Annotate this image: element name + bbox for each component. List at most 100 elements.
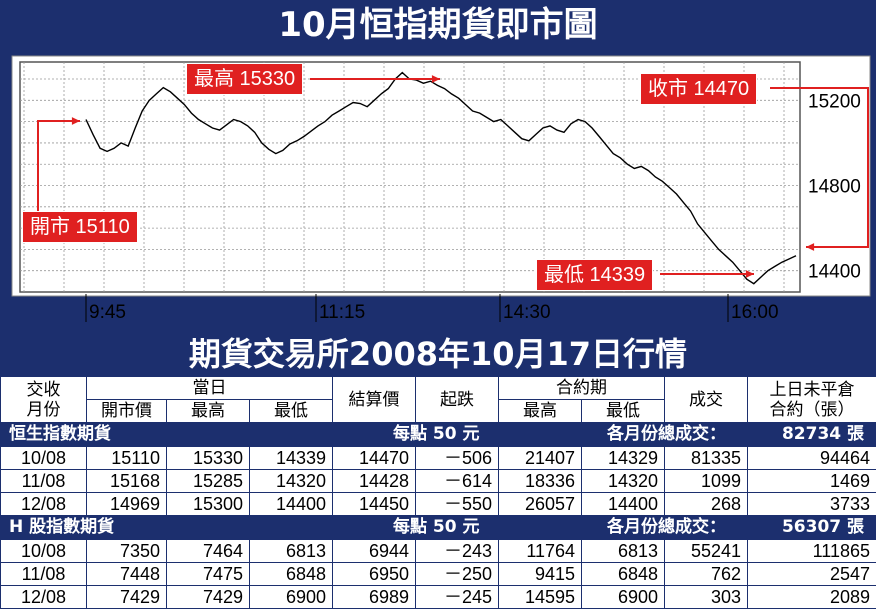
header-month-line1: 交收 [26, 379, 61, 400]
table-cell: 2089 [747, 585, 876, 609]
header-open: 開市價 [86, 399, 167, 423]
table-cell: 14400 [248, 492, 334, 516]
table-cell: 14428 [332, 469, 417, 493]
price-line [85, 71, 797, 285]
section-total-label: 各月份總成交： [607, 517, 726, 537]
callout-low: 最低 14339 [536, 259, 654, 291]
table-cell: 6900 [581, 585, 666, 609]
table-cell: 14400 [581, 492, 666, 516]
x-tick-label: 9:45 [89, 302, 126, 323]
header-oi-line1: 上日未平倉 [769, 379, 855, 400]
table-cell: 14320 [248, 469, 334, 493]
section-point-value: 每點 50 元 [393, 424, 480, 444]
table-cell: 303 [664, 585, 749, 609]
table-cell: 15168 [86, 469, 167, 493]
table-cell: 1469 [747, 469, 876, 493]
table-cell: 762 [664, 562, 749, 586]
table-row: 10/08 7350 7464 6813 6944 －243 11764 6813 55241 1… [0, 539, 876, 563]
table-row: 12/08 7429 7429 6900 6989 －245 14595 6900 303 208… [0, 585, 876, 609]
arrow-open-head [71, 117, 80, 125]
header-settle: 結算價 [332, 376, 417, 423]
table-cell: 15300 [166, 492, 250, 516]
section-header: H 股指數期貨 每點 50 元 各月份總成交： 56307 張 [0, 515, 876, 540]
table-cell: 94464 [747, 446, 876, 470]
table-row: 10/08 15110 15330 14339 14470 －506 21407 14329 8… [0, 446, 876, 470]
header-contract-low: 最低 [581, 399, 666, 423]
section-name: 恒生指數期貨 [9, 424, 111, 444]
table-cell: 21407 [498, 446, 583, 470]
header-month: 交收 月份 [0, 376, 87, 423]
table-cell: －550 [415, 492, 500, 516]
y-axis-ticks: 15200 14800 14400 [808, 91, 861, 282]
header-contract-high: 最高 [498, 399, 583, 423]
section-total-label: 各月份總成交： [607, 424, 726, 444]
table-row: 11/08 7448 7475 6848 6950 －250 9415 6848 762 2547 [0, 562, 876, 586]
table-cell: 81335 [664, 446, 749, 470]
table-cell: 6900 [248, 585, 334, 609]
table-cell: 11764 [498, 539, 583, 563]
table-cell: 268 [664, 492, 749, 516]
table-cell: 14450 [332, 492, 417, 516]
x-tick-label: 16:00 [731, 302, 779, 323]
arrow-low-head [745, 270, 754, 278]
header-volume: 成交 [664, 376, 749, 423]
table-cell: 7350 [86, 539, 167, 563]
table-cell: －245 [415, 585, 500, 609]
table-cell: 10/08 [0, 446, 87, 470]
table-cell: －614 [415, 469, 500, 493]
arrow-close [770, 87, 869, 248]
section-name: H 股指數期貨 [9, 517, 115, 537]
table-cell: 18336 [498, 469, 583, 493]
table-cell: 6944 [332, 539, 417, 563]
table-cell: 9415 [498, 562, 583, 586]
section-total-value: 56307 張 [781, 517, 865, 537]
header-high: 最高 [166, 399, 250, 423]
y-tick-label: 14800 [808, 177, 861, 198]
header-contract: 合約期 [498, 376, 666, 400]
callout-open: 開市 15110 [22, 211, 138, 243]
futures-quote-table: 交收 月份 當日 結算價 起跌 合約期 成交 上日未平倉 合約（張） 開市價 最… [0, 376, 876, 609]
table-cell: 11/08 [0, 469, 87, 493]
table-cell: 2547 [747, 562, 876, 586]
callout-close: 收市 14470 [640, 73, 758, 105]
table-cell: 12/08 [0, 492, 87, 516]
table-cell: 15330 [166, 446, 250, 470]
table-cell: 6848 [248, 562, 334, 586]
table-cell: 6950 [332, 562, 417, 586]
callout-high: 最高 15330 [186, 63, 304, 95]
arrow-high-head [431, 75, 440, 83]
table-cell: 11/08 [0, 562, 87, 586]
table-cell: －506 [415, 446, 500, 470]
table-cell: －243 [415, 539, 500, 563]
table-row: 11/08 15168 15285 14320 14428 －614 18336 14320 1… [0, 469, 876, 493]
table-cell: 111865 [747, 539, 876, 563]
table-cell: 7464 [166, 539, 250, 563]
table-cell: 26057 [498, 492, 583, 516]
table-cell: 6813 [248, 539, 334, 563]
price-series [85, 71, 797, 285]
y-tick-label: 14400 [808, 262, 861, 283]
table-cell: 7429 [166, 585, 250, 609]
table-cell: 7448 [86, 562, 167, 586]
header-month-line2: 月份 [26, 399, 61, 420]
table-cell: 14470 [332, 446, 417, 470]
section-total-value: 82734 張 [781, 424, 865, 444]
table-cell: 7475 [166, 562, 250, 586]
table-cell: －250 [415, 562, 500, 586]
table-cell: 10/08 [0, 539, 87, 563]
x-tick-label: 14:30 [503, 302, 551, 323]
header-open-interest: 上日未平倉 合約（張） [747, 376, 876, 423]
table-cell: 14969 [86, 492, 167, 516]
table-cell: 55241 [664, 539, 749, 563]
table-cell: 15285 [166, 469, 250, 493]
table-cell: 12/08 [0, 585, 87, 609]
table-cell: 14339 [248, 446, 334, 470]
arrow-open [37, 120, 80, 230]
chart-title: 10月恒指期貨即市圖 [0, 0, 876, 50]
x-axis-ticks: 9:45 11:15 14:30 16:00 [85, 294, 779, 323]
table-cell: 7429 [86, 585, 167, 609]
table-cell: 14595 [498, 585, 583, 609]
y-tick-label: 15200 [808, 91, 861, 112]
table-cell: 14320 [581, 469, 666, 493]
header-change: 起跌 [415, 376, 500, 423]
